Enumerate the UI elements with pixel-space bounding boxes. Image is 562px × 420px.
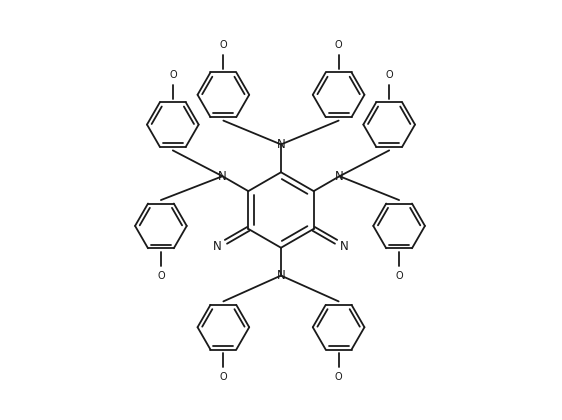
Text: N: N — [277, 138, 285, 151]
Text: N: N — [340, 240, 349, 253]
Text: O: O — [335, 372, 342, 382]
Text: O: O — [169, 70, 176, 80]
Text: O: O — [157, 270, 165, 281]
Text: N: N — [213, 240, 222, 253]
Text: O: O — [220, 40, 227, 50]
Text: O: O — [386, 70, 393, 80]
Text: O: O — [335, 40, 342, 50]
Text: N: N — [218, 170, 227, 183]
Text: N: N — [277, 269, 285, 282]
Text: N: N — [335, 170, 344, 183]
Text: O: O — [220, 372, 227, 382]
Text: O: O — [395, 270, 403, 281]
